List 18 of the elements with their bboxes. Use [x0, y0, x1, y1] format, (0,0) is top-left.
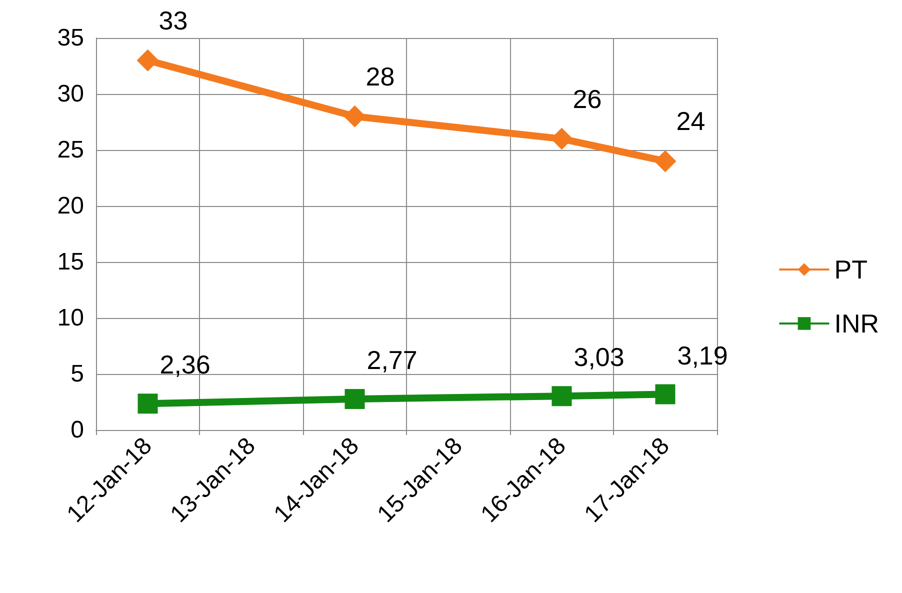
y-tick-label: 35 [57, 24, 84, 52]
data-label: 3,03 [574, 342, 624, 372]
data-label: 3,19 [677, 340, 728, 370]
data-label: 24 [676, 106, 706, 136]
data-label: 28 [366, 61, 395, 92]
legend-label: INR [834, 308, 880, 338]
y-tick-label: 0 [70, 416, 84, 444]
y-tick-label: 5 [70, 360, 84, 388]
data-label: 2,36 [160, 350, 210, 380]
y-tick-label: 25 [57, 136, 84, 164]
legend-label: PT [834, 254, 868, 284]
data-label: 26 [572, 84, 602, 114]
data-label: 33 [158, 5, 188, 36]
y-tick-label: 10 [57, 304, 84, 332]
y-tick-label: 20 [57, 192, 84, 220]
data-label: 2,77 [366, 344, 418, 375]
y-tick-label: 30 [57, 80, 84, 108]
y-tick-label: 15 [57, 248, 84, 276]
